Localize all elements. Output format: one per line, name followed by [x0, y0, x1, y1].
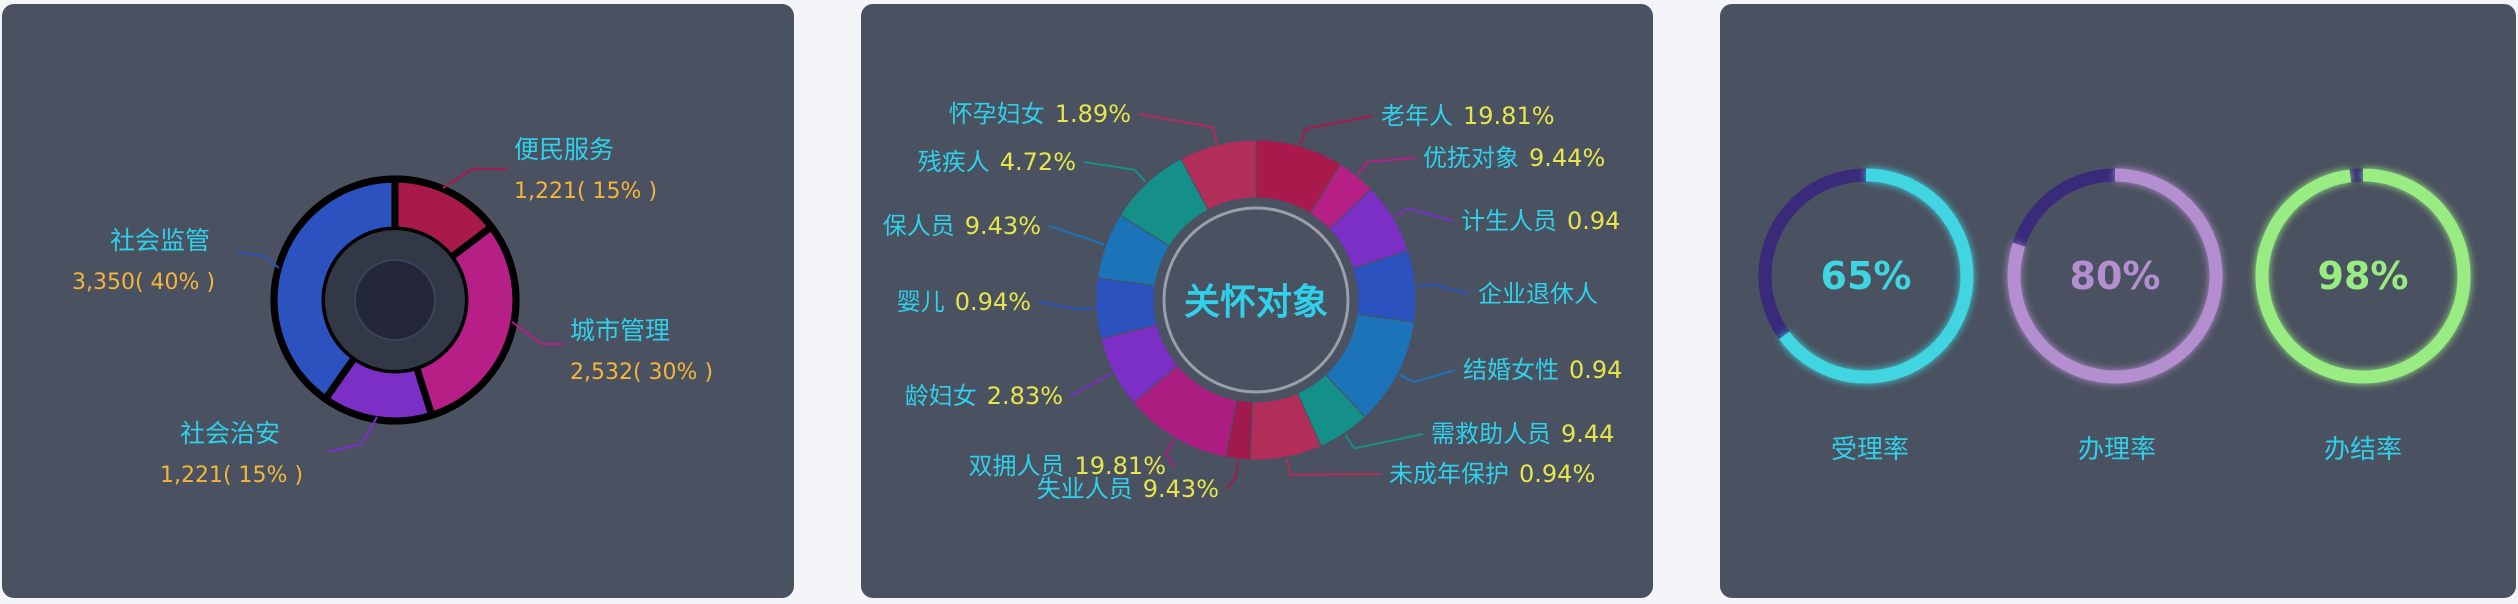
care-leader-9	[1070, 372, 1113, 397]
care-leader-13	[1138, 113, 1218, 144]
care-label-0: 老年人 19.81%	[1381, 102, 1555, 130]
care-center-title: 关怀对象	[1184, 282, 1328, 323]
care-label-7: 失业人员 9.43%	[1037, 475, 1219, 503]
care-leader-3	[1417, 283, 1471, 295]
care-leader-11	[1048, 225, 1105, 246]
care-value-1: 9.44%	[1529, 144, 1605, 172]
care-leader-1	[1357, 157, 1416, 175]
care-name-11: 保人员	[883, 212, 955, 240]
pie1-leader-2	[326, 416, 378, 453]
pie1-leader-1	[511, 321, 564, 345]
care-name-1: 优抚对象	[1423, 144, 1519, 172]
gauge-arc-2	[2255, 168, 2471, 384]
donut2-ring	[1095, 139, 1417, 461]
care-name-10: 婴儿	[897, 288, 945, 316]
donut2-leader-lines	[1038, 113, 1471, 490]
pie1-value-1: 2,532( 30% )	[570, 360, 713, 385]
pie1-value-2: 1,221( 15% )	[160, 463, 303, 488]
pie1-leader-3	[236, 251, 280, 269]
care-name-6: 未成年保护	[1389, 460, 1509, 488]
pie1-label-2: 社会治安	[180, 419, 280, 448]
care-value-10: 0.94%	[955, 288, 1031, 316]
pie1-leader-0	[442, 168, 507, 189]
care-name-12: 残疾人	[918, 148, 990, 176]
care-label-1: 优抚对象 9.44%	[1423, 144, 1605, 172]
care-leader-4	[1399, 369, 1456, 384]
care-label-10: 婴儿 0.94%	[897, 288, 1031, 316]
care-value-12: 4.72%	[1000, 148, 1076, 176]
care-leader-2	[1394, 207, 1454, 222]
care-leader-0	[1299, 115, 1374, 145]
donut1-outline	[270, 175, 520, 425]
care-value-7: 9.43%	[1143, 475, 1219, 503]
care-leader-12	[1083, 161, 1147, 183]
care-leader-10	[1038, 301, 1095, 311]
gauge-caption-2: 办结率	[2324, 435, 2402, 465]
care-value-4: 0.94	[1569, 356, 1622, 384]
donut1-ring	[270, 175, 520, 425]
gauge-value-1: 80%	[2070, 254, 2161, 298]
care-leader-7	[1226, 460, 1239, 490]
care-targets-chart: 关怀对象 老年人 19.81% 优抚对象 9.44% 计生人员 0.94 企业退休人结婚女性…	[883, 100, 1623, 503]
care-name-7: 失业人员	[1037, 475, 1133, 503]
care-slice-13	[1180, 139, 1257, 211]
donut1-hole	[354, 259, 436, 341]
care-value-8: 19.81%	[1074, 452, 1166, 480]
gauge-value-2: 98%	[2318, 254, 2409, 298]
panel-category-donut: 便民服务 1,221( 15% ) 城市管理 2,532( 30% ) 社会治安…	[2, 4, 794, 598]
gauge-value-0: 65%	[1821, 254, 1912, 298]
care-label-5: 需救助人员 9.44	[1431, 420, 1614, 448]
care-name-0: 老年人	[1381, 102, 1453, 130]
care-value-13: 1.89%	[1055, 100, 1131, 128]
pie1-value-3: 3,350( 40% )	[72, 270, 215, 295]
care-value-0: 19.81%	[1463, 102, 1555, 130]
gauge-completion	[2255, 168, 2471, 384]
care-label-11: 保人员 9.43%	[883, 212, 1041, 240]
rate-gauges-chart: 65% 80% 98% 受理率 办理率 办结率	[1758, 168, 2471, 465]
care-label-13: 怀孕妇女 1.89%	[949, 100, 1131, 128]
gauge-arc-1	[2007, 168, 2223, 384]
care-value-2: 0.94	[1567, 207, 1620, 235]
gauge-acceptance	[1758, 168, 1974, 384]
pie1-label-1: 城市管理	[570, 316, 670, 345]
care-label-4: 结婚女性 0.94	[1463, 356, 1622, 384]
donut2-inner-circle	[1162, 206, 1350, 394]
care-label-2: 计生人员 0.94	[1461, 207, 1620, 235]
pie1-label-0: 便民服务	[514, 135, 614, 164]
gauge-processing	[2007, 168, 2223, 384]
care-label-12: 残疾人 4.72%	[918, 148, 1076, 176]
gauge-caption-1: 办理率	[2078, 435, 2156, 465]
pie1-label-3: 社会监管	[110, 226, 210, 255]
care-name-5: 需救助人员	[1431, 420, 1551, 448]
panel-rate-gauges: 65% 80% 98% 受理率 办理率 办结率	[1720, 4, 2516, 598]
category-donut-chart: 便民服务 1,221( 15% ) 城市管理 2,532( 30% ) 社会治安…	[72, 135, 713, 488]
care-name-2: 计生人员	[1461, 207, 1557, 235]
panel-care-targets: 关怀对象 老年人 19.81% 优抚对象 9.44% 计生人员 0.94 企业退休人结婚女性…	[861, 4, 1653, 598]
care-value-6: 0.94%	[1519, 460, 1595, 488]
care-leader-6	[1285, 458, 1382, 476]
care-label-3: 企业退休人	[1478, 280, 1598, 308]
gauge-caption-0: 受理率	[1831, 435, 1909, 465]
care-name-8: 双拥人员	[968, 452, 1064, 480]
care-label-9: 龄妇女 2.83%	[905, 382, 1063, 410]
care-value-9: 2.83%	[987, 382, 1063, 410]
care-leader-8	[1164, 439, 1175, 467]
care-name-13: 怀孕妇女	[949, 100, 1045, 128]
donut1-leader-lines	[236, 168, 564, 453]
care-name-3: 企业退休人	[1478, 280, 1598, 308]
care-name-9: 龄妇女	[905, 382, 977, 410]
care-leader-5	[1344, 433, 1424, 450]
gauge-arc-0	[1779, 168, 1974, 384]
care-value-11: 9.43%	[965, 212, 1041, 240]
care-label-6: 未成年保护 0.94%	[1389, 460, 1595, 488]
care-name-4: 结婚女性	[1463, 356, 1559, 384]
care-label-8: 双拥人员 19.81%	[968, 452, 1166, 480]
care-value-5: 9.44	[1561, 420, 1614, 448]
pie1-value-0: 1,221( 15% )	[514, 179, 657, 204]
